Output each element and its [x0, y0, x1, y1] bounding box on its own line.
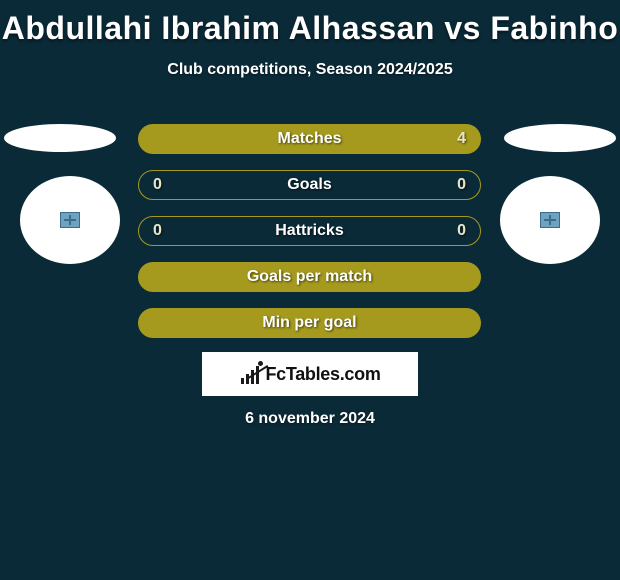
stat-row: Matches 4	[138, 124, 481, 154]
stat-row: Goals per match	[138, 262, 481, 292]
stat-right-value: 0	[452, 176, 466, 194]
player-left-avatar	[20, 176, 120, 264]
stat-row: Min per goal	[138, 308, 481, 338]
bar-chart-icon	[239, 364, 261, 384]
logo-text: FcTables.com	[265, 364, 380, 385]
date-line: 6 november 2024	[0, 410, 620, 428]
page-subtitle: Club competitions, Season 2024/2025	[0, 61, 620, 79]
image-placeholder-icon	[60, 212, 80, 228]
stat-label: Min per goal	[139, 314, 480, 332]
stat-row: 0 Hattricks 0	[138, 216, 481, 246]
image-placeholder-icon	[540, 212, 560, 228]
stat-label: Hattricks	[139, 222, 480, 240]
stat-row: 0 Goals 0	[138, 170, 481, 200]
player-right-shadow-icon	[504, 124, 616, 152]
stat-label: Goals	[139, 176, 480, 194]
page-title: Abdullahi Ibrahim Alhassan vs Fabinho	[0, 0, 620, 47]
stat-right-value: 0	[452, 222, 466, 240]
stat-label: Goals per match	[139, 268, 480, 286]
source-logo: FcTables.com	[202, 352, 418, 396]
player-left-shadow-icon	[4, 124, 116, 152]
stat-left-value: 0	[153, 176, 167, 194]
stat-right-value: 4	[452, 130, 466, 148]
stats-container: Matches 4 0 Goals 0 0 Hattricks 0 Goals …	[138, 124, 481, 354]
player-right-avatar	[500, 176, 600, 264]
stat-label: Matches	[139, 130, 480, 148]
stat-left-value: 0	[153, 222, 167, 240]
